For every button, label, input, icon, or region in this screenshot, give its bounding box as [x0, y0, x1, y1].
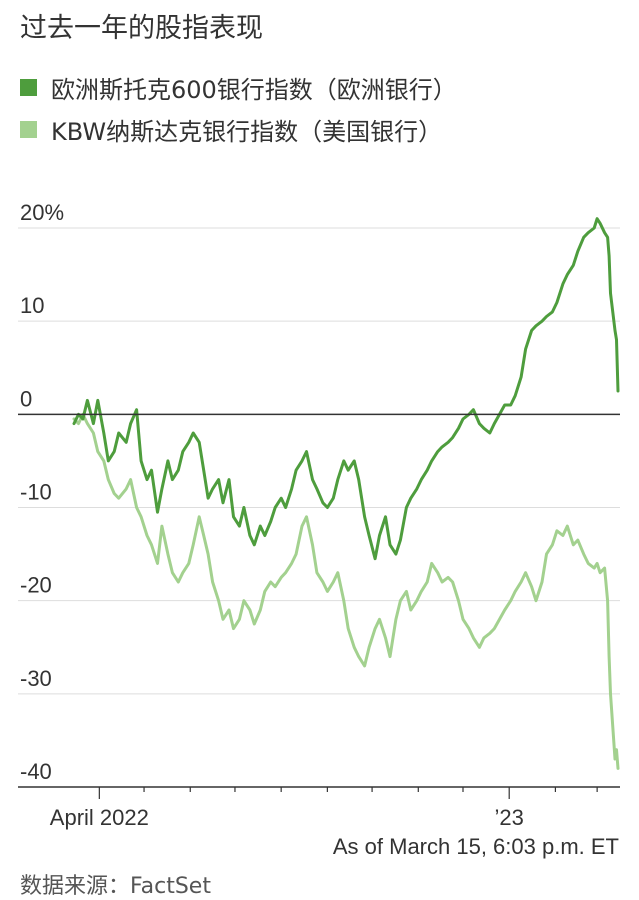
- y-tick-label: 10: [20, 293, 44, 318]
- series-line-europe: [72, 217, 620, 561]
- legend: 欧洲斯托克600银行指数（欧洲银行） KBW纳斯达克银行指数（美国银行）: [20, 66, 457, 150]
- legend-item-europe: 欧洲斯托克600银行指数（欧洲银行）: [20, 66, 457, 108]
- legend-swatch-europe: [20, 78, 37, 96]
- legend-label-us: KBW纳斯达克银行指数（美国银行）: [51, 117, 443, 146]
- y-tick-label: -10: [20, 480, 52, 505]
- legend-swatch-us: [20, 120, 37, 138]
- y-tick-label: 20%: [20, 200, 64, 225]
- source-note: 数据来源：FactSet: [20, 874, 211, 899]
- series-lines: [72, 217, 620, 770]
- gridlines: [18, 227, 620, 695]
- y-tick-label: -20: [20, 573, 52, 598]
- legend-item-us: KBW纳斯达克银行指数（美国银行）: [20, 108, 457, 150]
- y-tick-label: 0: [20, 386, 32, 411]
- chart-title: 过去一年的股指表现: [20, 13, 263, 44]
- y-tick-label: -30: [20, 666, 52, 691]
- legend-label-europe: 欧洲斯托克600银行指数（欧洲银行）: [51, 75, 457, 104]
- as-of-note: As of March 15, 6:03 p.m. ET: [332, 834, 619, 859]
- axes: 20% 10 0 -10 -20 -30 -40 April 2022 ’23: [18, 200, 620, 830]
- x-tick-label: April 2022: [50, 805, 149, 830]
- series-line-us: [72, 412, 620, 770]
- y-tick-label: -40: [20, 759, 52, 784]
- x-tick-label: ’23: [495, 805, 524, 830]
